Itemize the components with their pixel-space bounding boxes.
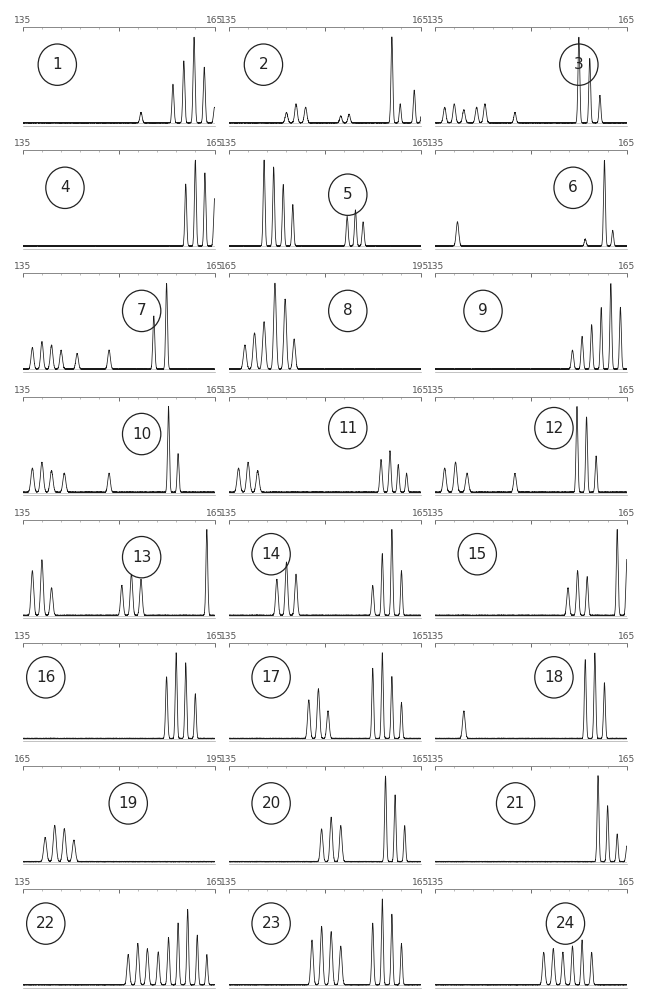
Text: 16: 16 [36,670,55,685]
Text: 4: 4 [60,180,70,195]
Text: 13: 13 [132,550,151,565]
Text: 10: 10 [132,427,151,442]
Text: 1: 1 [53,57,62,72]
Text: 3: 3 [574,57,584,72]
Text: 12: 12 [544,421,564,436]
Text: 11: 11 [338,421,357,436]
Text: 2: 2 [258,57,268,72]
Text: 19: 19 [118,796,138,811]
Text: 23: 23 [262,916,281,931]
Text: 24: 24 [556,916,575,931]
Text: 18: 18 [544,670,564,685]
Text: 22: 22 [36,916,55,931]
Text: 7: 7 [137,303,146,318]
Text: 5: 5 [343,187,353,202]
Text: 20: 20 [262,796,281,811]
Text: 21: 21 [506,796,525,811]
Text: 9: 9 [478,303,488,318]
Text: 15: 15 [467,547,487,562]
Text: 6: 6 [568,180,578,195]
Text: 17: 17 [262,670,281,685]
Text: 14: 14 [262,547,281,562]
Text: 8: 8 [343,303,353,318]
